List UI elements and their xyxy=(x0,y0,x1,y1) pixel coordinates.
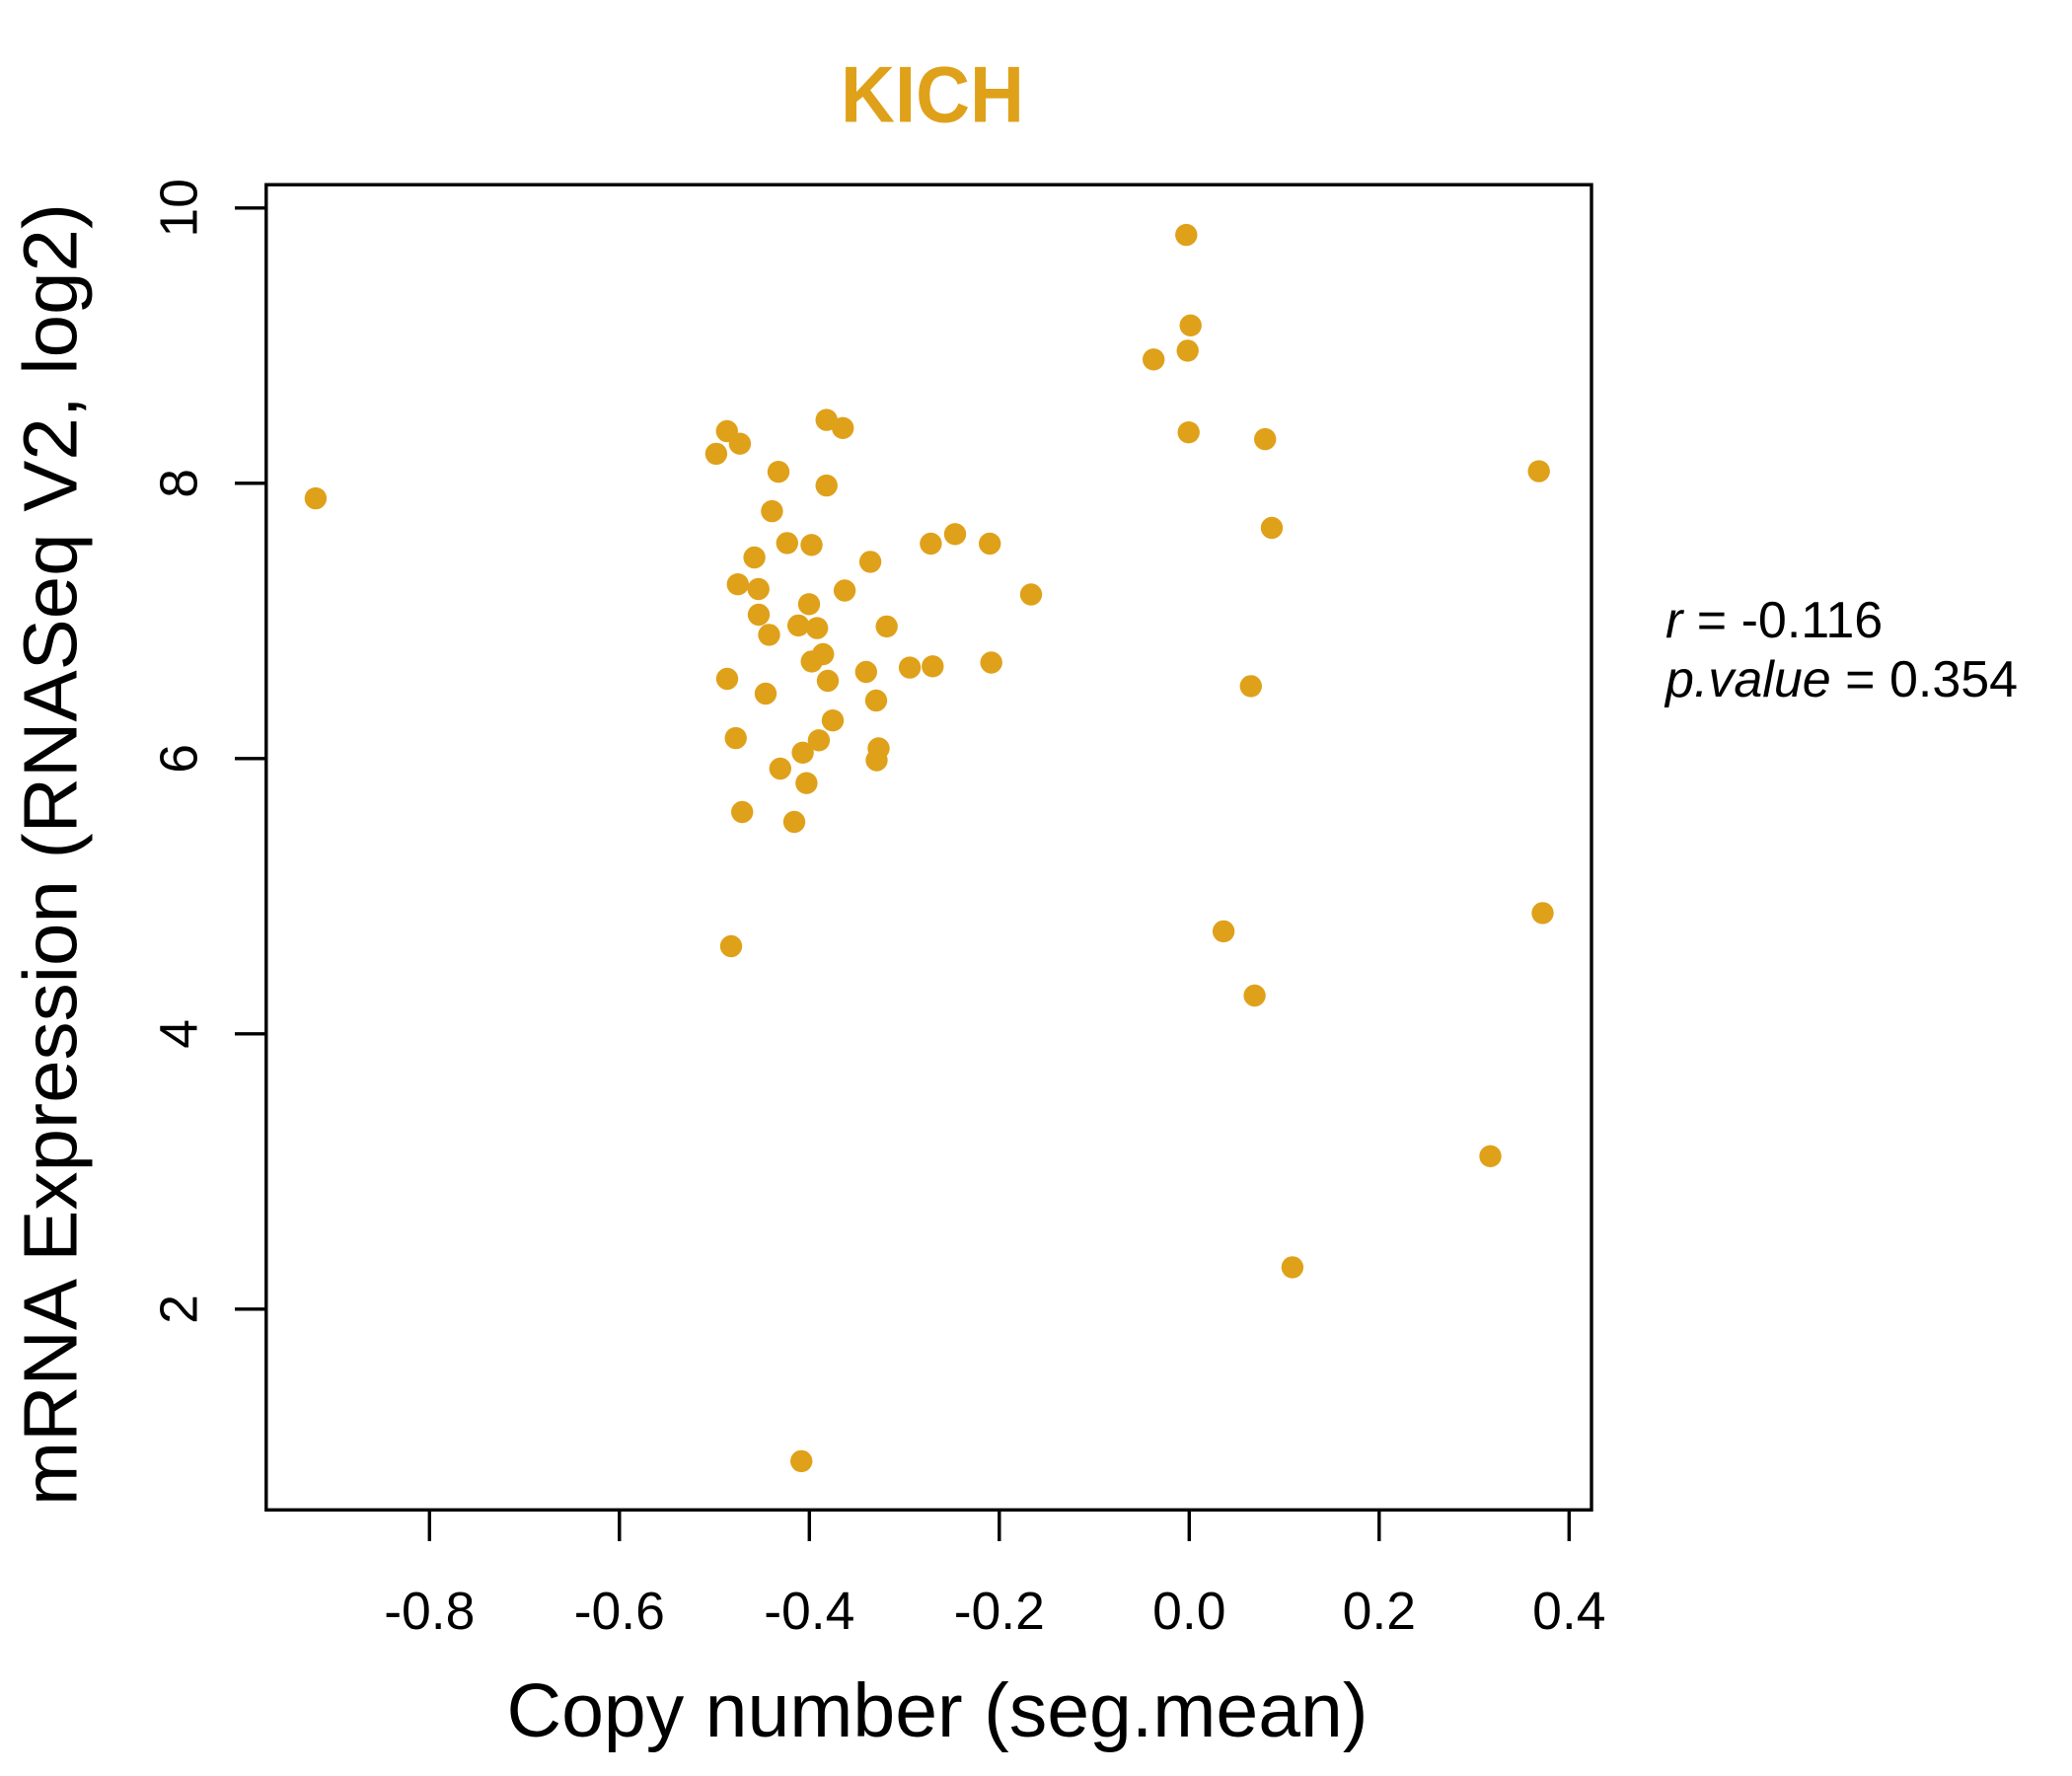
svg-text:Copy number (seg.mean): Copy number (seg.mean) xyxy=(506,1668,1368,1753)
svg-text:-0.6: -0.6 xyxy=(574,1583,665,1641)
svg-text:0.0: 0.0 xyxy=(1152,1583,1225,1641)
svg-text:0.2: 0.2 xyxy=(1343,1583,1416,1641)
svg-text:p.value = 0.354: p.value = 0.354 xyxy=(1664,651,2018,708)
svg-text:r = -0.116: r = -0.116 xyxy=(1665,592,1883,649)
svg-text:4: 4 xyxy=(151,1019,209,1049)
svg-text:-0.2: -0.2 xyxy=(954,1583,1045,1641)
svg-text:10: 10 xyxy=(151,179,209,238)
svg-text:2: 2 xyxy=(151,1295,209,1324)
svg-text:8: 8 xyxy=(151,469,209,498)
svg-text:-0.4: -0.4 xyxy=(764,1583,854,1641)
svg-text:mRNA Expression (RNASeq V2, lo: mRNA Expression (RNASeq V2, log2) xyxy=(9,203,94,1506)
svg-text:-0.8: -0.8 xyxy=(384,1583,475,1641)
svg-text:KICH: KICH xyxy=(841,51,1024,140)
svg-text:6: 6 xyxy=(151,744,209,774)
svg-text:0.4: 0.4 xyxy=(1532,1583,1605,1641)
